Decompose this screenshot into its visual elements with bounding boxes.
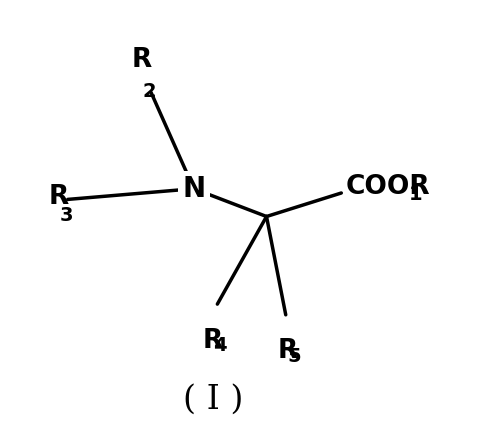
- Text: 3: 3: [59, 206, 73, 225]
- Text: R: R: [49, 184, 69, 210]
- Text: 5: 5: [288, 347, 301, 366]
- Text: R: R: [277, 338, 297, 364]
- Text: R: R: [202, 328, 223, 354]
- Text: ( I ): ( I ): [183, 384, 243, 415]
- Text: 2: 2: [142, 82, 156, 101]
- Text: 4: 4: [213, 336, 226, 355]
- Text: 1: 1: [409, 185, 422, 204]
- Text: N: N: [182, 175, 206, 203]
- Text: COOR: COOR: [346, 174, 430, 200]
- Text: R: R: [132, 47, 152, 73]
